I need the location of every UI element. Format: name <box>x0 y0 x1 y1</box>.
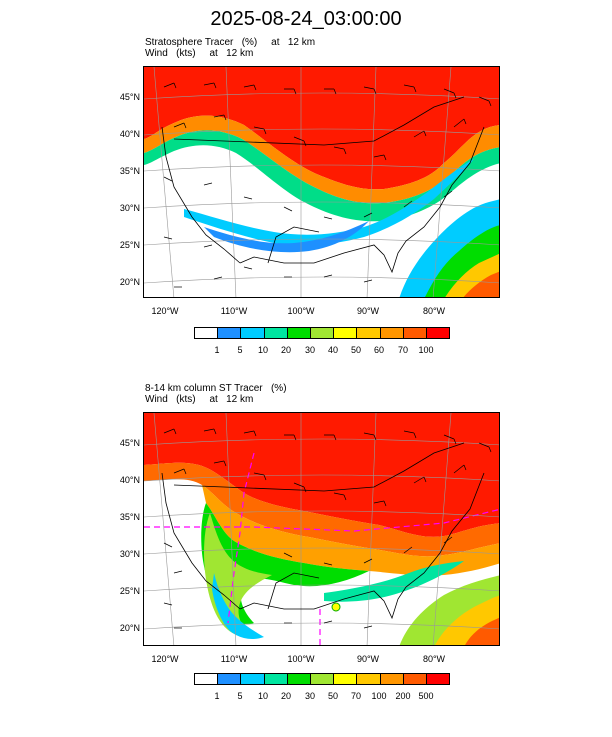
panel2-colorbar <box>194 673 450 685</box>
panel2-lat-label: 25°N <box>119 586 140 596</box>
colorbar-swatch <box>357 328 381 338</box>
colorbar-tick-label: 5 <box>237 345 243 355</box>
colorbar-tick-label: 10 <box>257 691 268 701</box>
colorbar-swatch <box>403 674 427 684</box>
colorbar-tick-label: 30 <box>304 345 315 355</box>
panel1-lon-label: 80°W <box>422 306 446 316</box>
panel1-lat-label: 45°N <box>119 92 140 102</box>
colorbar-tick-label: 70 <box>397 345 408 355</box>
panel1-subtitle-line1: Stratosphere Tracer (%) at 12 km <box>145 37 316 48</box>
panel2-lat-label: 40°N <box>119 475 140 485</box>
colorbar-swatch <box>334 328 358 338</box>
colorbar-tick-label: 50 <box>350 345 361 355</box>
panel2-subtitle-line1: 8-14 km column ST Tracer (%) <box>145 383 287 394</box>
colorbar-tick-label: 100 <box>418 345 434 355</box>
panel2-lon-label: 100°W <box>287 654 315 664</box>
colorbar-swatch <box>380 328 404 338</box>
colorbar-swatch <box>287 674 311 684</box>
colorbar-tick-label: 20 <box>280 691 291 701</box>
panel1-lat-label: 40°N <box>119 129 140 139</box>
colorbar-swatch <box>403 328 427 338</box>
colorbar-tick-label: 60 <box>373 345 384 355</box>
colorbar-swatch <box>195 674 219 684</box>
panel1-colorbar <box>194 327 450 339</box>
panel1-subtitle-line2: Wind (kts) at 12 km <box>145 48 254 59</box>
colorbar-tick-label: 200 <box>395 691 411 701</box>
panel2-lon-label: 120°W <box>151 654 179 664</box>
panel2-lat-label: 30°N <box>119 549 140 559</box>
colorbar-tick-label: 70 <box>350 691 361 701</box>
panel1-lat-label: 35°N <box>119 166 140 176</box>
colorbar-tick-label: 50 <box>327 691 338 701</box>
colorbar-swatch <box>334 674 358 684</box>
panel2-lon-label: 80°W <box>422 654 446 664</box>
colorbar-swatch <box>264 328 288 338</box>
panel2-lat-label: 35°N <box>119 512 140 522</box>
panel1-lon-label: 90°W <box>356 306 380 316</box>
colorbar-swatch <box>310 328 335 338</box>
panel1-lat-label: 20°N <box>119 277 140 287</box>
colorbar-swatch <box>264 674 288 684</box>
panel1-lon-label: 100°W <box>287 306 315 316</box>
colorbar-swatch <box>195 328 219 338</box>
panel1-lat-label: 30°N <box>119 203 140 213</box>
colorbar-swatch <box>218 674 242 684</box>
colorbar-tick-label: 500 <box>418 691 434 701</box>
colorbar-tick-label: 1 <box>214 691 220 701</box>
panel1-lat-label: 25°N <box>119 240 140 250</box>
panel1-lon-label: 110°W <box>220 306 248 316</box>
colorbar-tick-label: 30 <box>304 691 315 701</box>
panel2-map <box>143 412 500 646</box>
panel2-lat-label: 45°N <box>119 438 140 448</box>
colorbar-swatch <box>241 674 265 684</box>
colorbar-tick-label: 10 <box>257 345 268 355</box>
colorbar-swatch <box>310 674 335 684</box>
colorbar-swatch <box>357 674 381 684</box>
colorbar-tick-label: 100 <box>371 691 387 701</box>
colorbar-swatch <box>287 328 311 338</box>
panel1-lon-label: 120°W <box>151 306 179 316</box>
colorbar-swatch <box>380 674 404 684</box>
colorbar-tick-label: 20 <box>280 345 291 355</box>
colorbar-swatch <box>218 328 242 338</box>
colorbar-swatch <box>426 328 450 338</box>
colorbar-tick-label: 1 <box>214 345 220 355</box>
colorbar-tick-label: 5 <box>237 691 243 701</box>
colorbar-tick-label: 40 <box>327 345 338 355</box>
panel2-lon-label: 110°W <box>220 654 248 664</box>
panel2-subtitle-line2: Wind (kts) at 12 km <box>145 394 254 405</box>
panel2-lon-label: 90°W <box>356 654 380 664</box>
panel2-lat-label: 20°N <box>119 623 140 633</box>
page-title: 2025-08-24_03:00:00 <box>210 8 402 30</box>
colorbar-swatch <box>241 328 265 338</box>
panel1-map <box>143 66 500 298</box>
colorbar-swatch <box>426 674 450 684</box>
